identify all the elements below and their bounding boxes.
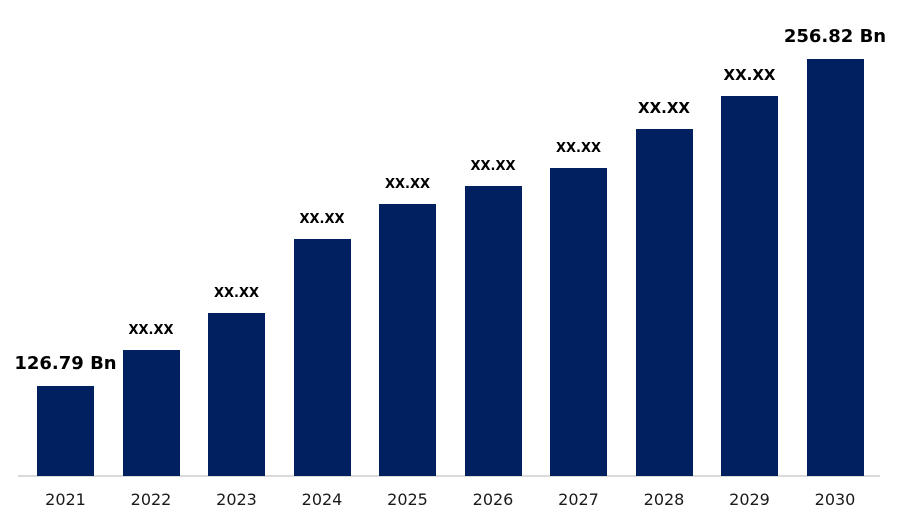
bar-2023: [208, 313, 265, 476]
bar-value-label-2023: XX.XX: [213, 286, 260, 301]
bar-value-label-2029: XX.XX: [723, 66, 776, 84]
bar-value-label-2025: XX.XX: [384, 177, 431, 192]
bar-value-label-2022: XX.XX: [128, 323, 174, 338]
bar-value-label-2030: 256.82 Bn: [783, 26, 887, 47]
x-axis-label-2021: 2021: [45, 490, 86, 509]
bar-2024: [293, 239, 351, 476]
x-axis-label-2022: 2022: [130, 490, 172, 509]
x-axis-label-2030: 2030: [814, 490, 856, 509]
bar-value-label-2027: XX.XX: [555, 141, 602, 156]
bar-2026: [464, 186, 522, 476]
bar-2028: [635, 129, 693, 476]
bar-2029: [721, 96, 778, 476]
x-axis-label-2026: 2026: [472, 490, 514, 509]
x-axis-line: [18, 475, 880, 477]
x-axis-label-2024: 2024: [301, 490, 343, 509]
x-axis-label-2028: 2028: [643, 490, 685, 509]
x-axis-label-2027: 2027: [558, 490, 599, 509]
bar-value-label-2024: XX.XX: [299, 212, 345, 227]
bar-value-label-2028: XX.XX: [638, 99, 690, 117]
bar-2021: [37, 386, 94, 476]
bar-2030: [806, 59, 864, 476]
bar-2027: [550, 168, 607, 476]
bar-2025: [379, 204, 436, 476]
bar-2022: [122, 350, 180, 476]
bar-value-label-2026: XX.XX: [470, 159, 516, 174]
x-axis-label-2025: 2025: [387, 490, 428, 509]
x-axis-label-2023: 2023: [216, 490, 257, 509]
bar-value-label-2021: 126.79 Bn: [14, 353, 117, 374]
x-axis-label-2029: 2029: [729, 490, 770, 509]
